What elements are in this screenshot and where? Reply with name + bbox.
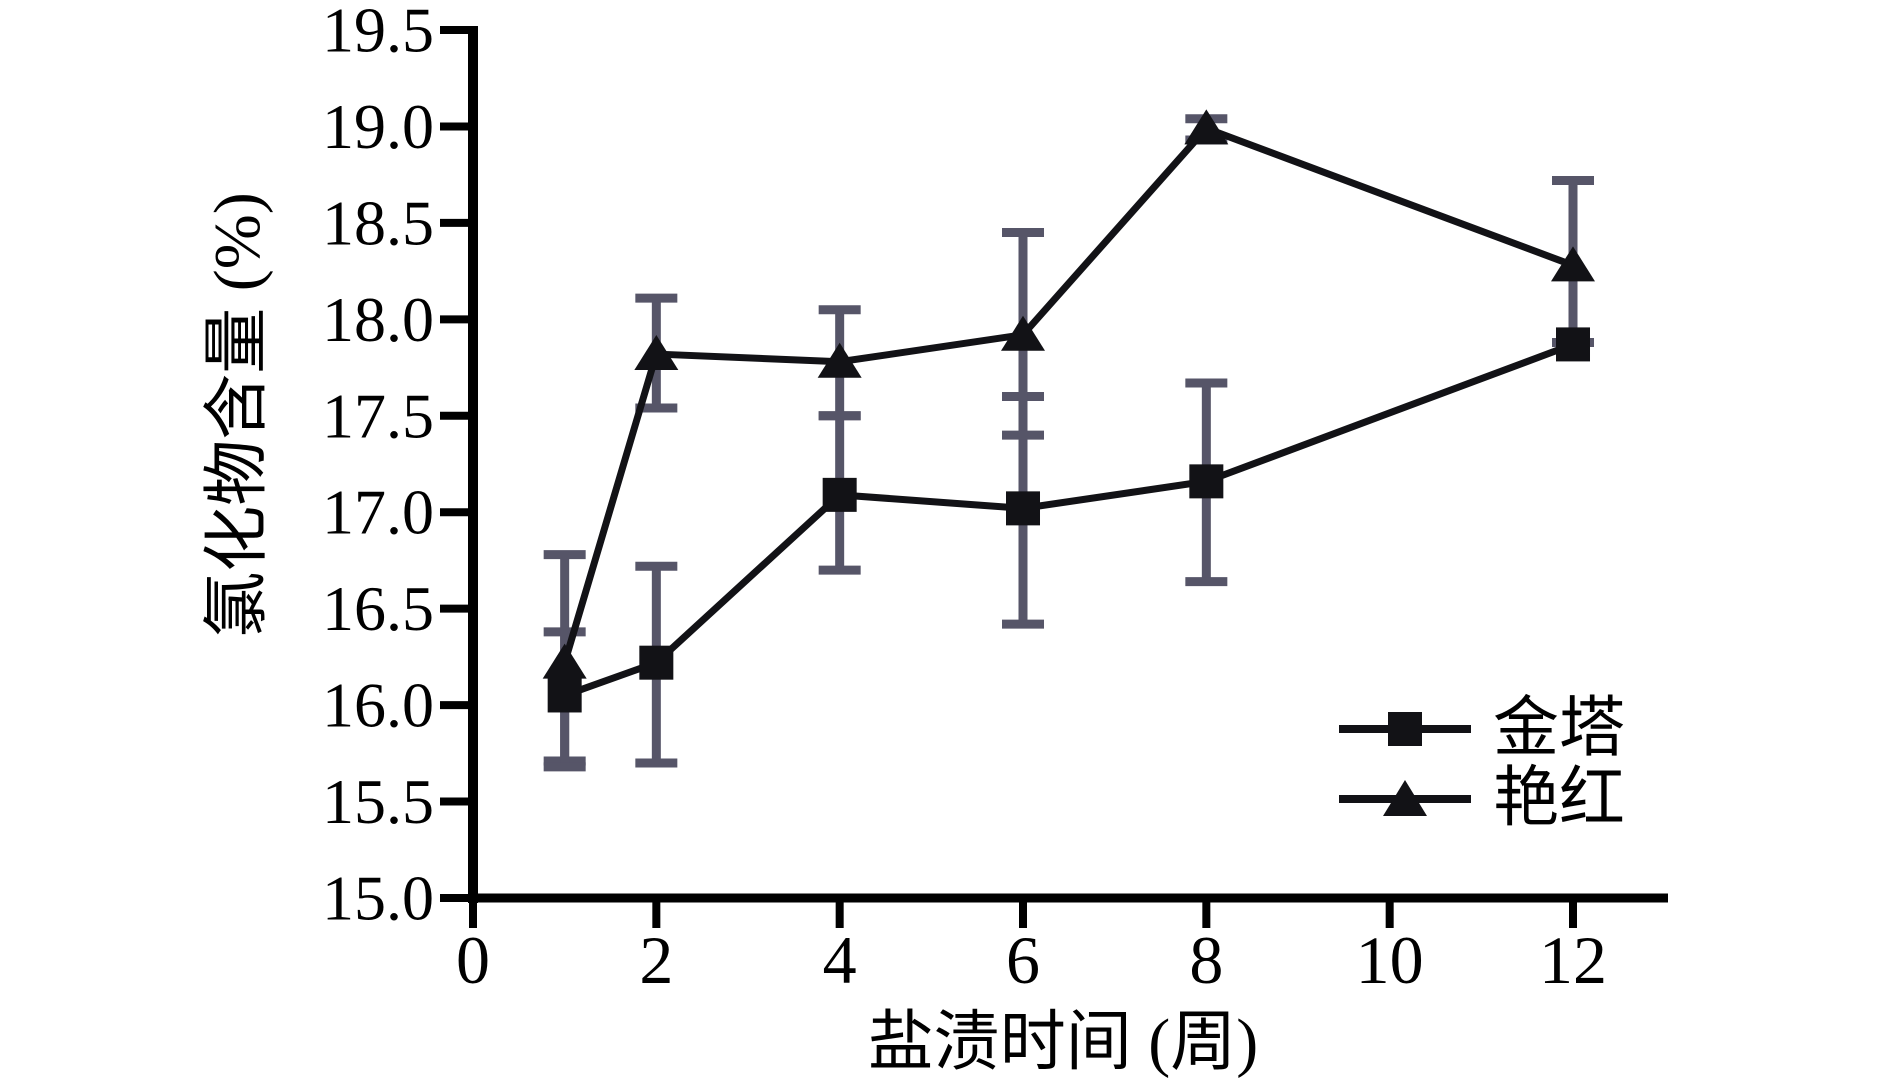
legend-label-jinta: 金塔: [1493, 692, 1625, 765]
triangle-marker: [817, 342, 862, 378]
y-tick-label: 18.0: [322, 284, 434, 355]
y-tick-label: 19.0: [322, 91, 434, 162]
x-tick-label: 0: [456, 922, 490, 998]
triangle-marker: [1001, 315, 1046, 351]
x-axis-title: 盐渍时间 (周): [867, 1006, 1259, 1079]
y-tick-label: 19.5: [322, 0, 434, 65]
square-marker: [1556, 327, 1591, 362]
x-tick-label: 8: [1189, 922, 1223, 998]
x-tick-label: 6: [1006, 922, 1040, 998]
triangle-marker: [634, 335, 679, 371]
y-tick-label: 15.0: [322, 863, 434, 934]
square-marker-icon: [1388, 712, 1422, 746]
square-marker: [547, 678, 582, 713]
y-tick-label: 15.5: [322, 766, 434, 837]
series-line-0: [563, 341, 1575, 699]
square-marker: [822, 477, 857, 512]
square-marker: [639, 645, 674, 680]
y-tick-label: 16.5: [322, 573, 434, 644]
square-marker: [1189, 464, 1224, 499]
y-tick-label: 17.5: [322, 380, 434, 451]
legend-label-yanhong: 艳红: [1493, 762, 1625, 835]
y-axis-title: 氯化物含量 (%): [201, 192, 274, 638]
triangle-marker: [542, 643, 587, 679]
y-tick-label: 18.5: [322, 187, 434, 258]
triangle-marker-icon: [1383, 780, 1427, 816]
x-tick-label: 10: [1356, 922, 1424, 998]
series-line-1: [561, 124, 1575, 664]
x-tick-label: 12: [1539, 922, 1607, 998]
legend-triangle-marker-icon: [1339, 780, 1471, 816]
y-tick-label: 16.0: [322, 670, 434, 741]
triangle-marker: [1184, 109, 1229, 145]
legend: 金塔 艳红: [1335, 694, 1625, 834]
square-marker: [1006, 491, 1041, 526]
x-tick-label: 2: [639, 922, 673, 998]
triangle-marker: [1551, 246, 1596, 282]
legend-square-marker-icon: [1339, 712, 1471, 746]
legend-item-jinta: 金塔: [1335, 694, 1625, 764]
y-tick-label: 17.0: [322, 477, 434, 548]
legend-item-yanhong: 艳红: [1335, 764, 1625, 834]
x-tick-label: 4: [823, 922, 857, 998]
